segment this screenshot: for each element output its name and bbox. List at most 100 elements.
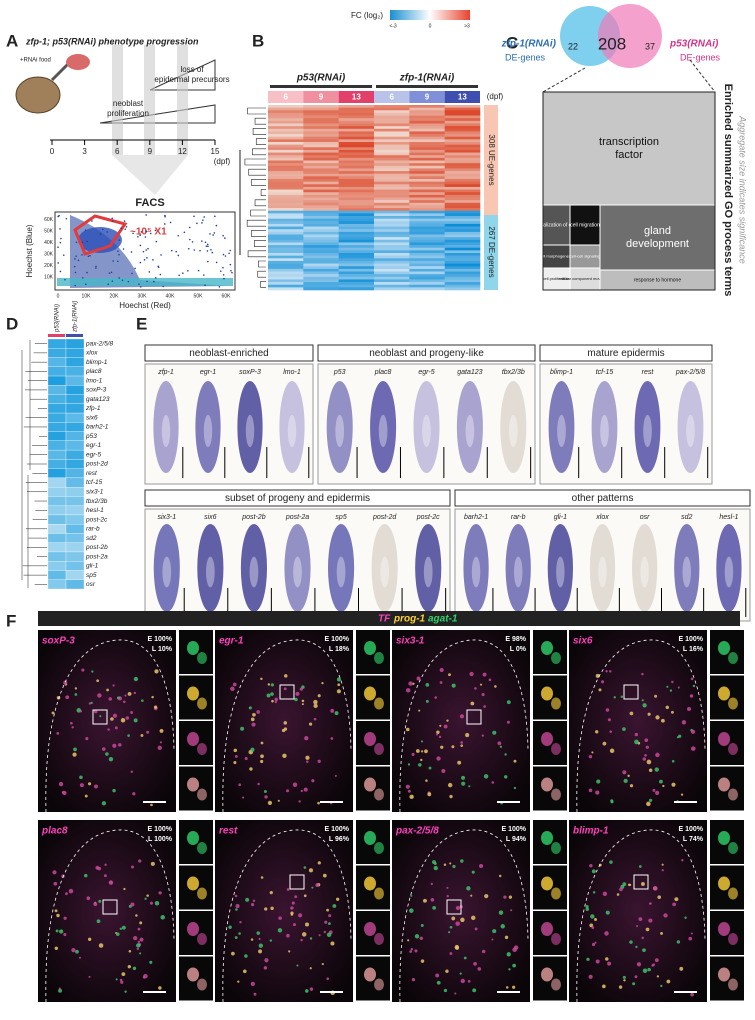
cell-dot: [656, 975, 660, 978]
cell-dot: [296, 964, 299, 967]
stat-label: L 18%: [329, 646, 350, 653]
cell-dot: [460, 741, 463, 744]
cell-dot: [137, 927, 141, 931]
cell-dot: [266, 693, 271, 698]
facs-dot: [207, 260, 209, 263]
facs-dot: [111, 217, 114, 220]
cell-dot: [629, 784, 634, 788]
heat-cell: [303, 202, 339, 206]
heat-cell: [268, 115, 304, 119]
cell-dot: [440, 745, 444, 749]
cell-dot: [88, 975, 91, 978]
cell-dot: [135, 914, 138, 917]
cell-dot: [65, 892, 68, 896]
worm: [677, 381, 704, 473]
heat-cell: [303, 144, 339, 148]
cell-dot: [497, 741, 502, 746]
micrograph: [38, 820, 176, 1002]
cell-dot: [258, 949, 263, 954]
facs-dot: [131, 272, 133, 275]
cell-dot: [488, 678, 492, 682]
roi-box: [623, 684, 639, 700]
heat-cell: [374, 112, 410, 116]
y-tick-label: 20K: [44, 263, 54, 269]
inset-cell: [728, 978, 738, 991]
heat-cell: [303, 239, 339, 243]
inset-cell: [551, 842, 561, 854]
worm: [500, 381, 527, 473]
cell-dot: [688, 936, 693, 941]
heat-cell: [338, 255, 375, 259]
heat-cell: [374, 242, 410, 246]
cell-dot: [56, 913, 60, 918]
cell-dot: [85, 737, 89, 741]
cell-dot: [59, 929, 64, 934]
cell-dot: [317, 694, 321, 698]
facs-dot: [157, 266, 160, 268]
day-box: [444, 91, 480, 103]
heat-cell: [338, 160, 375, 164]
heat-cell: [409, 105, 445, 108]
heat-cell: [47, 375, 67, 386]
cell-dot: [409, 794, 414, 800]
heat-cell: [409, 239, 445, 243]
inset-cell: [718, 732, 730, 746]
heat-cell: [65, 505, 85, 516]
heat-cell: [374, 192, 410, 196]
gene-label: egr-1: [200, 369, 216, 376]
heat-cell: [268, 189, 304, 193]
cell-dot: [647, 712, 651, 716]
cell-dot: [112, 713, 118, 718]
cell-dot: [301, 703, 304, 706]
heat-cell: [409, 192, 445, 196]
cell-dot: [607, 961, 612, 966]
treemap-label: cellular component movement: [558, 276, 612, 281]
facs-dot: [110, 271, 113, 274]
heat-cell: [47, 533, 67, 543]
heat-cell: [303, 208, 339, 212]
heat-cell: [374, 260, 410, 264]
heat-cell: [65, 385, 85, 395]
cell-dot: [124, 694, 127, 697]
gene-label: egr-5: [86, 451, 101, 458]
cell-dot: [108, 756, 114, 762]
cell-dot: [260, 677, 263, 681]
cell-dot: [445, 969, 449, 973]
heat-cell: [338, 176, 375, 180]
cell-dot: [465, 733, 470, 738]
heat-cell: [444, 173, 481, 177]
heat-cell: [338, 118, 375, 122]
heat-cell: [374, 197, 410, 201]
heat-cell: [65, 524, 85, 534]
gene-label: six3-1: [157, 514, 176, 521]
facs-dot: [121, 279, 124, 282]
heat-cell: [444, 155, 481, 159]
heat-cell: [444, 234, 481, 238]
dendrogram: [258, 260, 266, 268]
cell-dot: [54, 946, 59, 951]
inset-cell: [364, 732, 376, 746]
gene-label: six6: [573, 636, 593, 647]
gene-label: hesl-1: [86, 507, 104, 514]
cell-dot: [271, 699, 274, 703]
worm: [328, 524, 355, 612]
inset-cell: [374, 697, 384, 710]
heat-cell: [444, 128, 481, 132]
heat-cell: [303, 223, 339, 227]
heat-cell: [268, 268, 304, 272]
heat-cell: [409, 200, 445, 204]
inset-cell: [541, 686, 553, 701]
cell-dot: [298, 800, 301, 803]
facs-dot: [188, 238, 191, 241]
cell-dot: [311, 779, 315, 783]
heat-cell: [338, 186, 375, 190]
heat-cell: [47, 357, 67, 367]
cell-dot: [260, 876, 264, 879]
heat-cell: [268, 284, 304, 288]
heat-cell: [268, 234, 304, 238]
inset-cell: [551, 933, 561, 945]
heat-cell: [409, 221, 445, 225]
cell-dot: [498, 910, 504, 915]
cell-dot: [277, 928, 283, 933]
cell-dot: [313, 717, 317, 721]
